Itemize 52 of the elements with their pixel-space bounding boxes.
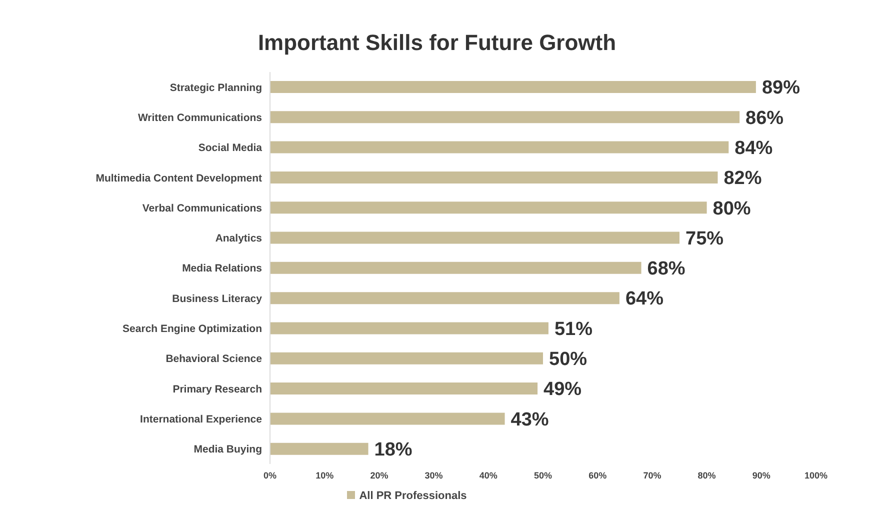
x-tick-label: 60% bbox=[588, 470, 607, 480]
x-tick-label: 40% bbox=[479, 470, 498, 480]
x-tick-label: 100% bbox=[804, 470, 828, 480]
bar bbox=[270, 111, 740, 124]
y-tick-label: International Experience bbox=[140, 413, 262, 426]
bar bbox=[270, 81, 756, 93]
y-tick-label: Media Relations bbox=[182, 262, 262, 275]
bar bbox=[270, 322, 548, 334]
y-tick-label: Primary Research bbox=[172, 383, 262, 396]
data-label: 89% bbox=[762, 78, 800, 99]
chart-title: Important Skills for Future Growth bbox=[256, 29, 618, 57]
bar bbox=[270, 232, 680, 244]
legend-label: All PR Professionals bbox=[359, 490, 467, 502]
data-label: 86% bbox=[746, 108, 784, 129]
data-label: 51% bbox=[554, 318, 593, 340]
data-label: 18% bbox=[374, 439, 412, 460]
bar bbox=[270, 412, 505, 425]
y-tick-label: Strategic Planning bbox=[170, 82, 262, 94]
x-tick-label: 30% bbox=[424, 470, 443, 480]
bar bbox=[270, 352, 543, 364]
y-tick-label: Analytics bbox=[215, 232, 262, 245]
data-label: 64% bbox=[625, 288, 664, 310]
data-label: 75% bbox=[686, 228, 724, 250]
y-tick-label: Behavioral Science bbox=[166, 353, 262, 366]
data-label: 82% bbox=[724, 168, 762, 190]
bar bbox=[270, 382, 538, 395]
bar bbox=[270, 262, 642, 274]
bar bbox=[270, 292, 620, 304]
bar bbox=[270, 202, 707, 214]
x-tick-label: 70% bbox=[643, 470, 662, 480]
y-tick-label: Verbal Communications bbox=[142, 202, 262, 214]
data-label: 43% bbox=[510, 409, 549, 430]
bar bbox=[270, 141, 729, 154]
data-label: 50% bbox=[549, 349, 588, 370]
x-tick-label: 80% bbox=[698, 470, 716, 480]
x-tick-label: 90% bbox=[752, 470, 770, 480]
data-label: 49% bbox=[544, 379, 582, 400]
bar bbox=[270, 171, 718, 184]
x-tick-label: 50% bbox=[534, 470, 552, 480]
y-tick-label: Multimedia Content Development bbox=[96, 172, 262, 184]
bar bbox=[270, 442, 368, 455]
y-tick-label: Business Literacy bbox=[172, 292, 262, 305]
y-tick-label: Media Buying bbox=[194, 444, 262, 456]
x-tick-label: 0% bbox=[263, 470, 277, 480]
data-label: 68% bbox=[647, 258, 686, 280]
x-tick-label: 10% bbox=[316, 470, 334, 480]
y-tick-label: Social Media bbox=[198, 142, 262, 154]
y-tick-label: Search Engine Optimization bbox=[122, 323, 262, 336]
data-label: 84% bbox=[734, 138, 773, 159]
y-tick-label: Written Communications bbox=[138, 112, 262, 124]
data-label: 80% bbox=[712, 198, 751, 220]
x-tick-label: 20% bbox=[370, 470, 388, 480]
